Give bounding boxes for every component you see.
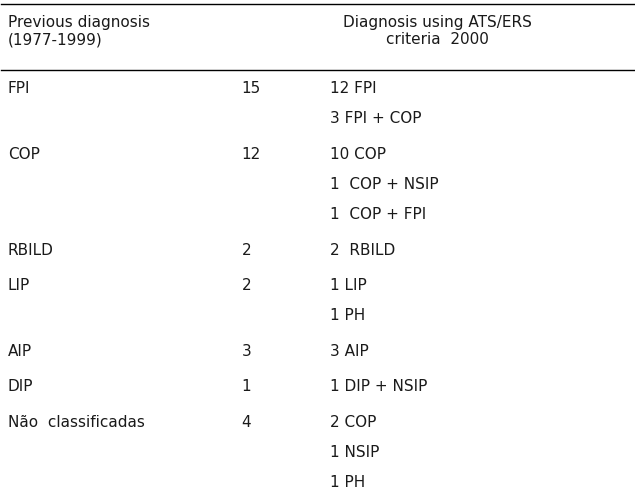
Text: 15: 15 <box>242 81 261 96</box>
Text: 12: 12 <box>242 147 261 162</box>
Text: 1 NSIP: 1 NSIP <box>330 445 380 460</box>
Text: AIP: AIP <box>8 344 32 359</box>
Text: DIP: DIP <box>8 379 33 394</box>
Text: Previous diagnosis
(1977-1999): Previous diagnosis (1977-1999) <box>8 15 150 47</box>
Text: 2: 2 <box>242 278 251 293</box>
Text: 10 COP: 10 COP <box>330 147 386 162</box>
Text: 1 LIP: 1 LIP <box>330 278 367 293</box>
Text: COP: COP <box>8 147 39 162</box>
Text: 1 PH: 1 PH <box>330 308 365 323</box>
Text: FPI: FPI <box>8 81 30 96</box>
Text: 4: 4 <box>242 415 251 430</box>
Text: Diagnosis using ATS/ERS
criteria  2000: Diagnosis using ATS/ERS criteria 2000 <box>343 15 532 47</box>
Text: 3 FPI + COP: 3 FPI + COP <box>330 112 422 127</box>
Text: 3: 3 <box>242 344 251 359</box>
Text: 2 COP: 2 COP <box>330 415 377 430</box>
Text: 1: 1 <box>242 379 251 394</box>
Text: 2  RBILD: 2 RBILD <box>330 243 396 258</box>
Text: 1  COP + FPI: 1 COP + FPI <box>330 207 426 222</box>
Text: 2: 2 <box>242 243 251 258</box>
Text: RBILD: RBILD <box>8 243 53 258</box>
Text: Não  classificadas: Não classificadas <box>8 415 145 430</box>
Text: 1  COP + NSIP: 1 COP + NSIP <box>330 177 439 192</box>
Text: LIP: LIP <box>8 278 30 293</box>
Text: 1 PH: 1 PH <box>330 475 365 487</box>
Text: 1 DIP + NSIP: 1 DIP + NSIP <box>330 379 427 394</box>
Text: 3 AIP: 3 AIP <box>330 344 369 359</box>
Text: 12 FPI: 12 FPI <box>330 81 377 96</box>
